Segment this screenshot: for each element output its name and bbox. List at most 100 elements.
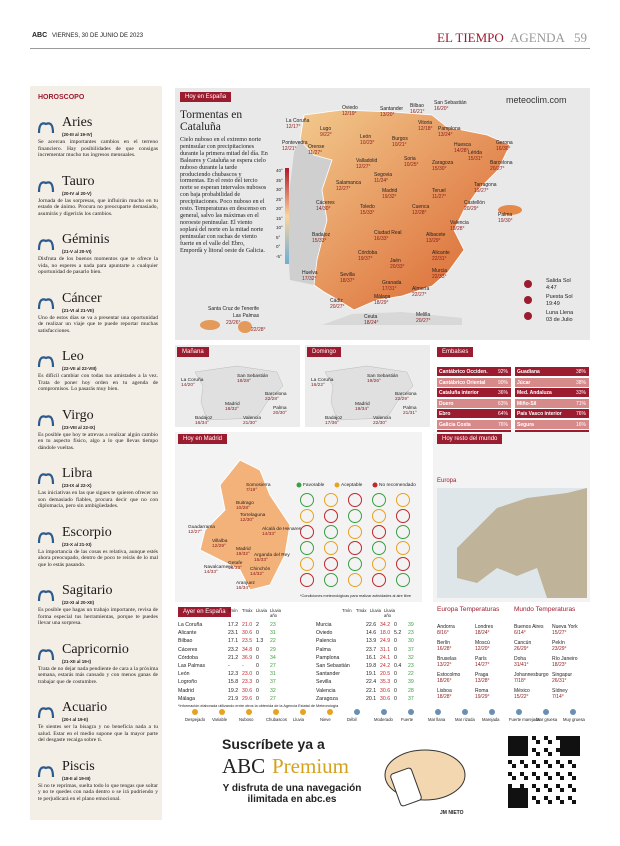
qr-cell: [524, 804, 528, 808]
qr-cell: [544, 772, 548, 776]
cell-value: 23.3: [242, 679, 253, 686]
qr-cell: [520, 744, 524, 748]
city-name: La Coruña: [178, 622, 203, 628]
city-name: Pamplona: [438, 126, 461, 132]
city-temp: 11/27°: [432, 193, 447, 200]
sign-dates: (23-VIII al 22-IX): [62, 424, 96, 430]
city-name: Valencia: [316, 687, 336, 694]
legend-label: Mar rizada: [455, 717, 475, 722]
qr-cell: [564, 740, 568, 744]
cell-value: 30.6: [380, 687, 391, 694]
zodiac-icon: [37, 765, 55, 777]
city-name: Alicante: [432, 250, 450, 256]
qr-cell: [556, 784, 560, 788]
city-temp: 20/27°: [330, 303, 345, 310]
cell-value: 30.6: [242, 687, 253, 694]
map: [37, 590, 55, 602]
city-name: Las Palmas: [233, 313, 260, 319]
cell-value: 22: [270, 638, 276, 645]
city-temp: 22/30°: [373, 421, 387, 426]
city-temp: 19/30°: [498, 217, 513, 224]
city-temp: 16/30°: [496, 145, 511, 152]
city-temp: 18/26°: [437, 678, 452, 684]
region-label: Europa: [437, 478, 457, 484]
reservoir-value: 76%: [498, 421, 509, 428]
sun-icon: [524, 296, 532, 304]
city-name: San Sebastián: [237, 374, 269, 379]
legend-label: Fuerte marejada: [509, 717, 540, 722]
city-temp: 18/37°: [340, 277, 355, 284]
city-temp: 11/24°: [374, 177, 389, 184]
qr-cell: [508, 784, 512, 788]
city-temp: 13/22°: [437, 662, 452, 668]
qr-cell: [524, 792, 528, 796]
scale-label: 35°: [276, 177, 283, 183]
cell-value: 37: [408, 695, 414, 702]
city-name: Ceuta: [364, 314, 378, 320]
qr-cell: [516, 800, 520, 804]
qr-cell: [524, 776, 528, 780]
cell-value: 32: [270, 687, 276, 694]
cell-value: 29.6: [242, 695, 253, 702]
madrid-region: [199, 459, 291, 591]
qr-cell: [524, 788, 528, 792]
qr-cell: [508, 788, 512, 792]
reservoir-value: 38%: [576, 369, 587, 375]
reservoir-value: 71%: [576, 400, 587, 407]
activity-icon: [372, 557, 386, 571]
city-temp: 12/28°: [412, 209, 427, 216]
city-name: Sevilla: [316, 679, 332, 686]
scale-label: 0°: [276, 244, 281, 249]
qr-cell: [508, 804, 512, 808]
city-name: Alicante: [178, 630, 197, 637]
cell-value: -: [228, 663, 230, 669]
city-name: Badajoz: [195, 416, 213, 421]
sign-name: Piscis: [62, 758, 95, 774]
qr-cell: [548, 740, 552, 744]
sign-dates: (23-X al 21-XI): [62, 541, 92, 547]
qr-cell: [568, 744, 572, 748]
scale-label: 30°: [276, 187, 283, 192]
city-name: Palma: [316, 646, 331, 653]
sign-name: Capricornio: [62, 641, 129, 657]
reservoir-row: [515, 377, 589, 387]
activity-icon: [396, 509, 410, 523]
reservoir-name: Cantábrico Oriental: [439, 379, 486, 386]
city-name: Palma: [403, 406, 417, 411]
city-temp: 17/36°: [325, 421, 339, 426]
column-header: Lluvia año: [384, 608, 395, 618]
qr-cell: [532, 796, 536, 800]
reservoir-row: [437, 388, 511, 397]
legend-icon: [246, 709, 252, 715]
city-temp: 18/32°: [225, 407, 239, 412]
qr-cell: [520, 792, 524, 796]
legend-label: Chubascos: [266, 717, 287, 722]
qr-cell: [520, 772, 524, 776]
cell-value: 5.2: [394, 630, 402, 637]
town-name: Somosierra: [246, 483, 271, 488]
map: [489, 709, 495, 715]
city-temp: 15/33°: [360, 209, 375, 216]
town-temp: 14/32°: [250, 572, 264, 577]
legend-label: Mar gruesa: [536, 717, 558, 722]
town-name: Getafe: [228, 561, 243, 566]
cell-value: 28: [408, 687, 414, 694]
city-temp: 19/32°: [382, 193, 397, 200]
qr-cell: [560, 788, 564, 792]
map: [524, 312, 532, 320]
city-temp: 23/29°: [552, 646, 567, 652]
map: [285, 168, 289, 264]
city-name: Córdoba: [178, 654, 198, 661]
qr-cell: [512, 748, 516, 752]
city-temp: 12/20°: [475, 646, 490, 652]
city-name: Córdoba: [358, 250, 378, 256]
reservoir-value: 90%: [498, 379, 509, 386]
zodiac-icon: [37, 531, 55, 543]
qr-cell: [544, 736, 548, 740]
reservoir-value: 38%: [576, 379, 587, 386]
cell-value: 0: [394, 654, 397, 661]
qr-cell: [508, 796, 512, 800]
sign-name: Tauro: [62, 173, 95, 189]
qr-cell: [572, 764, 576, 768]
